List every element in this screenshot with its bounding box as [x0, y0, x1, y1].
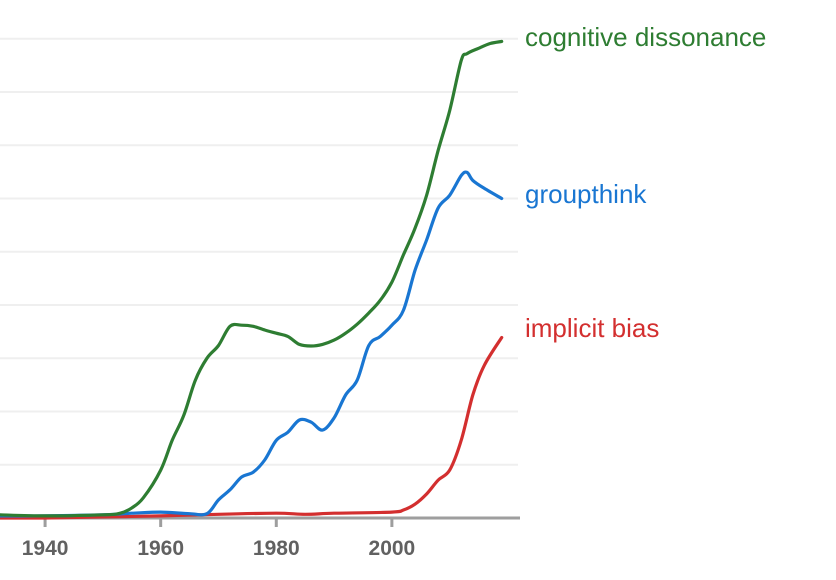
series-lines — [0, 39, 504, 520]
gridlines — [0, 37, 518, 466]
tick-label-1980: 1980 — [253, 537, 300, 560]
series-label-cognitive-dissonance[interactable]: cognitive dissonance — [525, 22, 766, 52]
x-axis-ticks: 1940 1960 1980 2000 — [22, 518, 416, 560]
series-label-groupthink[interactable]: groupthink — [525, 179, 647, 209]
tick-label-1960: 1960 — [137, 537, 184, 560]
line-groupthink[interactable] — [0, 170, 504, 518]
line-cognitive-dissonance[interactable] — [0, 39, 504, 518]
tick-label-2000: 2000 — [369, 537, 416, 560]
series-label-implicit-bias[interactable]: implicit bias — [525, 313, 659, 343]
line-implicit-bias[interactable] — [0, 335, 504, 520]
tick-label-1940: 1940 — [22, 537, 69, 560]
